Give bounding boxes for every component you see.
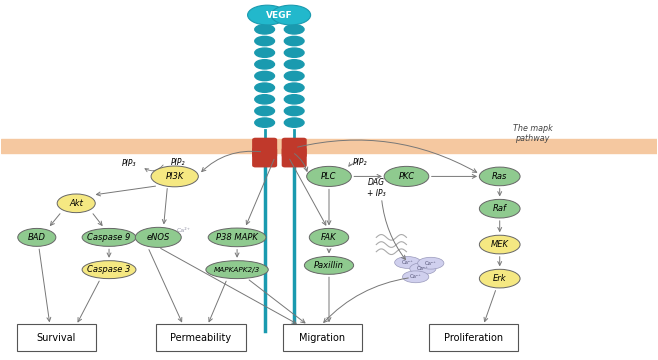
Ellipse shape	[403, 271, 429, 283]
Text: Paxillin: Paxillin	[314, 261, 344, 270]
Text: MAPKAPK2/3: MAPKAPK2/3	[214, 267, 260, 273]
Text: The mapk
pathway: The mapk pathway	[513, 124, 553, 143]
Ellipse shape	[284, 25, 304, 34]
Text: Akt: Akt	[69, 199, 83, 208]
Ellipse shape	[82, 228, 136, 246]
FancyBboxPatch shape	[157, 324, 245, 351]
Ellipse shape	[307, 166, 351, 186]
Ellipse shape	[284, 95, 304, 104]
Ellipse shape	[208, 228, 266, 247]
FancyBboxPatch shape	[253, 148, 276, 167]
Text: P38 MAPK: P38 MAPK	[216, 233, 258, 242]
Ellipse shape	[480, 167, 520, 186]
Text: PLC: PLC	[321, 172, 337, 181]
Ellipse shape	[255, 60, 274, 69]
Text: Raf: Raf	[493, 204, 507, 213]
Text: Survival: Survival	[37, 333, 76, 343]
Ellipse shape	[284, 106, 304, 116]
Ellipse shape	[480, 269, 520, 288]
Text: PKC: PKC	[398, 172, 415, 181]
Text: MEK: MEK	[491, 240, 509, 249]
Text: Ca²⁺: Ca²⁺	[410, 274, 422, 279]
Ellipse shape	[255, 36, 274, 46]
Ellipse shape	[255, 71, 274, 81]
FancyBboxPatch shape	[1, 139, 657, 153]
FancyBboxPatch shape	[253, 138, 276, 157]
Text: Ca²⁺: Ca²⁺	[417, 266, 429, 271]
Ellipse shape	[284, 118, 304, 127]
Text: PIP₂: PIP₂	[353, 158, 368, 167]
Ellipse shape	[410, 263, 436, 274]
Ellipse shape	[255, 25, 274, 34]
Text: Proliferation: Proliferation	[444, 333, 503, 343]
Ellipse shape	[305, 256, 353, 274]
Text: Ras: Ras	[492, 172, 507, 181]
Text: PIP₃: PIP₃	[122, 159, 136, 168]
Ellipse shape	[255, 106, 274, 116]
Ellipse shape	[206, 261, 268, 279]
Text: Ca²⁺: Ca²⁺	[402, 260, 414, 265]
Ellipse shape	[136, 227, 181, 247]
Ellipse shape	[418, 257, 444, 269]
Text: Ca²⁺: Ca²⁺	[425, 261, 437, 266]
Text: Ca²⁺: Ca²⁺	[176, 228, 190, 233]
Ellipse shape	[384, 166, 429, 186]
FancyBboxPatch shape	[17, 324, 96, 351]
Ellipse shape	[57, 194, 95, 213]
FancyBboxPatch shape	[282, 138, 306, 157]
Text: PIP₂: PIP₂	[170, 158, 186, 167]
Text: VEGF: VEGF	[266, 10, 292, 19]
Text: eNOS: eNOS	[147, 233, 170, 242]
Ellipse shape	[395, 257, 421, 269]
Text: Caspase 3: Caspase 3	[88, 265, 131, 274]
Text: BAD: BAD	[28, 233, 46, 242]
Text: PI3K: PI3K	[166, 172, 184, 181]
Ellipse shape	[309, 228, 349, 246]
Ellipse shape	[255, 83, 274, 92]
FancyBboxPatch shape	[283, 324, 362, 351]
Ellipse shape	[255, 48, 274, 57]
Ellipse shape	[284, 83, 304, 92]
Text: Caspase 9: Caspase 9	[88, 233, 131, 242]
Text: Migration: Migration	[299, 333, 345, 343]
Ellipse shape	[284, 60, 304, 69]
Ellipse shape	[284, 71, 304, 81]
Ellipse shape	[480, 199, 520, 218]
Ellipse shape	[255, 95, 274, 104]
FancyBboxPatch shape	[282, 148, 306, 167]
Ellipse shape	[284, 36, 304, 46]
Ellipse shape	[255, 118, 274, 127]
Ellipse shape	[480, 235, 520, 254]
FancyBboxPatch shape	[429, 324, 518, 351]
Text: FAK: FAK	[321, 233, 337, 242]
Text: + IP₃: + IP₃	[367, 189, 386, 198]
Text: Permeability: Permeability	[170, 333, 232, 343]
Ellipse shape	[151, 166, 198, 187]
Text: DAG: DAG	[368, 178, 385, 187]
Text: Erk: Erk	[493, 274, 507, 283]
Ellipse shape	[284, 48, 304, 57]
Ellipse shape	[247, 5, 287, 25]
Ellipse shape	[18, 228, 56, 246]
Ellipse shape	[271, 5, 311, 25]
Ellipse shape	[82, 261, 136, 279]
